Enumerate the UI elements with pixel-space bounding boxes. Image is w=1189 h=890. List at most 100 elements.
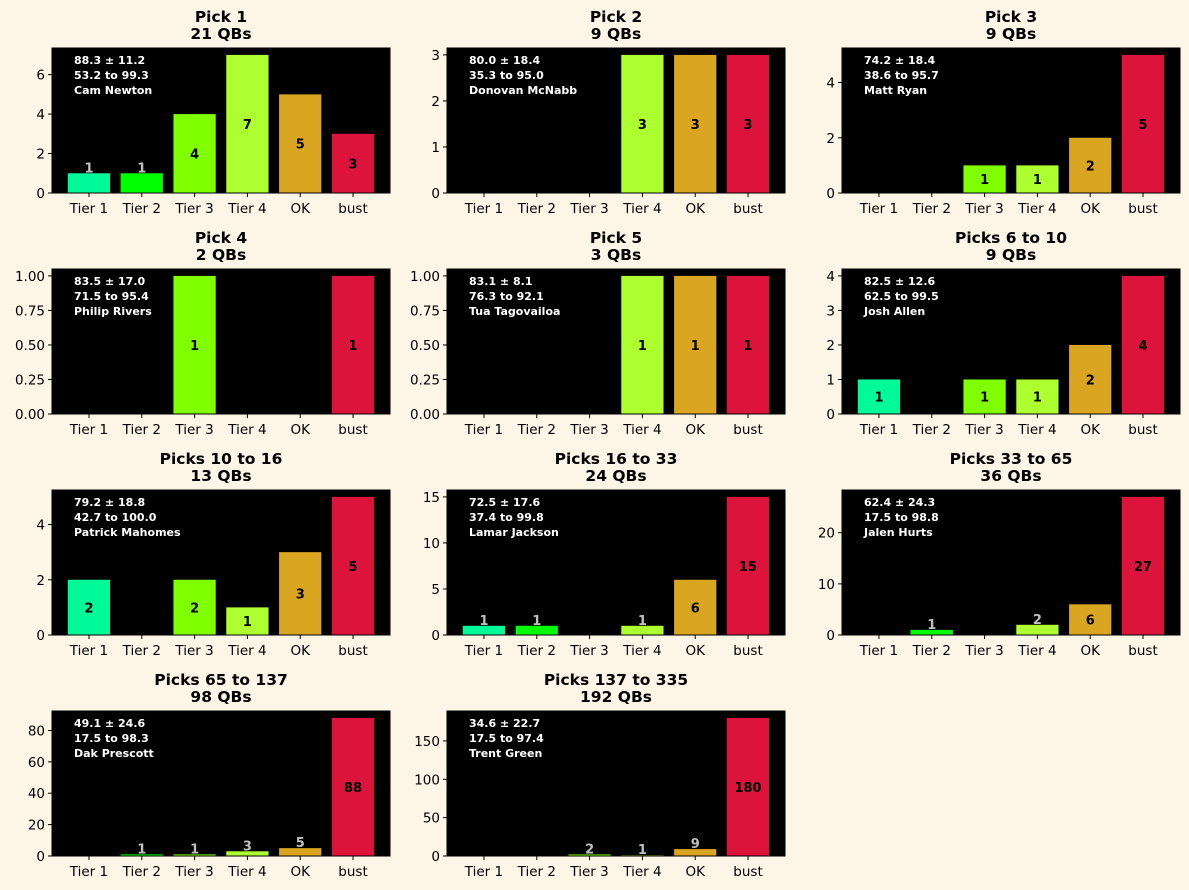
- bar-tier-3: [568, 854, 611, 856]
- chart-picks-10-to-16: Picks 10 to 16 13 QBs 2 2 1 3 5 79.2 ± 18.8 42.7…: [0, 442, 395, 662]
- bar-ok: [279, 552, 322, 635]
- bar-tier-1: [67, 579, 111, 635]
- bar-value-label: 1: [980, 173, 989, 188]
- plot-frame: [446, 489, 786, 636]
- x-tick-label: bust: [733, 643, 762, 659]
- x-tick-label: Tier 2: [122, 643, 161, 659]
- plot-frame: [51, 489, 391, 636]
- bar-bust: [726, 496, 770, 635]
- x-tick-label: OK: [290, 201, 311, 217]
- x-tick-label: Tier 4: [227, 201, 266, 217]
- stats-annotation: 88.3 ± 11.2: [74, 54, 145, 67]
- x-tick-label: bust: [1128, 643, 1157, 659]
- chart-picks-65-to-137: Picks 65 to 137 98 QBs 1 1 3 5 88 49.1 ± 24.6 17…: [0, 663, 395, 883]
- x-tick-label: Tier 1: [464, 643, 503, 659]
- bar-value-label: 1: [927, 618, 936, 633]
- stats-annotation: 83.1 ± 8.1: [469, 275, 533, 288]
- bar-value-label: 15: [739, 560, 757, 575]
- chart-svg: Pick 29 QBs 3 3 3 80.0 ± 18.4 35.3 to 95.0 Don…: [431, 8, 786, 217]
- plot-frame: [841, 47, 1181, 194]
- y-tick-label: 50: [423, 811, 440, 827]
- bar-value-label: 1: [638, 339, 647, 354]
- chart-title: Pick 2: [590, 8, 642, 26]
- stats-annotation: 80.0 ± 18.4: [469, 54, 541, 67]
- y-tick-label: 0: [431, 849, 440, 865]
- x-tick-label: bust: [1128, 422, 1157, 438]
- bar-value-label: 1: [137, 842, 146, 857]
- y-tick-label: 20: [28, 818, 45, 834]
- x-tick-label: Tier 2: [912, 422, 951, 438]
- x-tick-label: OK: [1080, 643, 1101, 659]
- chart-subtitle: 13 QBs: [190, 467, 251, 485]
- bar-value-label: 4: [1139, 339, 1148, 354]
- plot-frame: [446, 710, 786, 857]
- y-tick-label: 80: [28, 723, 45, 739]
- x-tick-label: Tier 3: [569, 643, 608, 659]
- chart-subtitle: 98 QBs: [190, 688, 251, 706]
- bar-bust: [1121, 496, 1165, 635]
- y-tick-label: 3: [431, 48, 440, 64]
- bar-tier-4: [1016, 624, 1059, 635]
- bar-bust: [1121, 54, 1165, 194]
- bar-value-label: 3: [744, 118, 753, 133]
- plot-frame: [51, 47, 391, 194]
- chart-subtitle: 9 QBs: [986, 246, 1036, 264]
- stats-annotation: 62.5 to 99.5: [864, 290, 939, 303]
- chart-title: Pick 1: [195, 8, 247, 26]
- bar-ok: [674, 275, 717, 414]
- bar-ok: [674, 849, 717, 856]
- chart-subtitle: 2 QBs: [196, 246, 246, 264]
- stats-annotation: 49.1 ± 24.6: [74, 717, 146, 730]
- bar-tier-4: [621, 54, 664, 194]
- x-tick-label: Tier 1: [69, 201, 108, 217]
- x-tick-label: Tier 1: [69, 422, 108, 438]
- bar-bust: [726, 275, 770, 414]
- stats-annotation: 38.6 to 95.7: [864, 69, 939, 82]
- x-tick-label: Tier 1: [69, 864, 108, 880]
- bar-ok: [674, 54, 717, 194]
- x-tick-label: Tier 2: [517, 422, 556, 438]
- bar-value-label: 27: [1134, 560, 1152, 575]
- bar-value-label: 4: [190, 148, 199, 163]
- bar-ok: [674, 579, 717, 635]
- y-tick-label: 2: [431, 94, 440, 110]
- bar-ok: [279, 848, 322, 856]
- x-tick-label: OK: [685, 643, 706, 659]
- x-tick-label: Tier 3: [174, 201, 213, 217]
- x-tick-label: Tier 1: [464, 422, 503, 438]
- bar-value-label: 1: [349, 339, 358, 354]
- chart-title: Pick 5: [590, 229, 642, 247]
- stats-annotation: Trent Green: [469, 747, 542, 760]
- x-tick-label: OK: [1080, 422, 1101, 438]
- chart-title: Picks 6 to 10: [955, 229, 1067, 247]
- y-tick-label: 0.50: [410, 338, 440, 354]
- y-tick-label: 0.00: [15, 407, 45, 423]
- y-tick-label: 0.50: [15, 338, 45, 354]
- stats-annotation: Dak Prescott: [74, 747, 154, 760]
- y-tick-label: 60: [28, 755, 45, 771]
- bar-value-label: 1: [243, 615, 252, 630]
- chart-picks-33-to-65: Picks 33 to 65 36 QBs 1 2 6 27 62.4 ± 24.3 17.5…: [790, 442, 1185, 662]
- bar-tier-3: [963, 165, 1006, 193]
- plot-frame: [51, 710, 391, 857]
- bar-value-label: 1: [137, 161, 146, 176]
- x-tick-label: Tier 3: [569, 201, 608, 217]
- stats-annotation: 17.5 to 98.8: [864, 511, 939, 524]
- chart-title: Picks 16 to 33: [555, 450, 678, 468]
- x-tick-label: Tier 3: [964, 643, 1003, 659]
- plot-frame: [446, 268, 786, 415]
- stats-annotation: 37.4 to 99.8: [469, 511, 544, 524]
- x-tick-label: OK: [685, 864, 706, 880]
- bar-value-label: 3: [349, 157, 358, 172]
- bar-tier-3: [173, 579, 216, 635]
- x-tick-label: OK: [1080, 201, 1101, 217]
- bar-value-label: 5: [296, 836, 305, 851]
- x-tick-label: Tier 1: [859, 643, 898, 659]
- y-tick-label: 5: [431, 582, 440, 598]
- x-tick-label: Tier 2: [122, 864, 161, 880]
- bar-ok: [279, 94, 322, 193]
- stats-annotation: Jalen Hurts: [863, 526, 933, 539]
